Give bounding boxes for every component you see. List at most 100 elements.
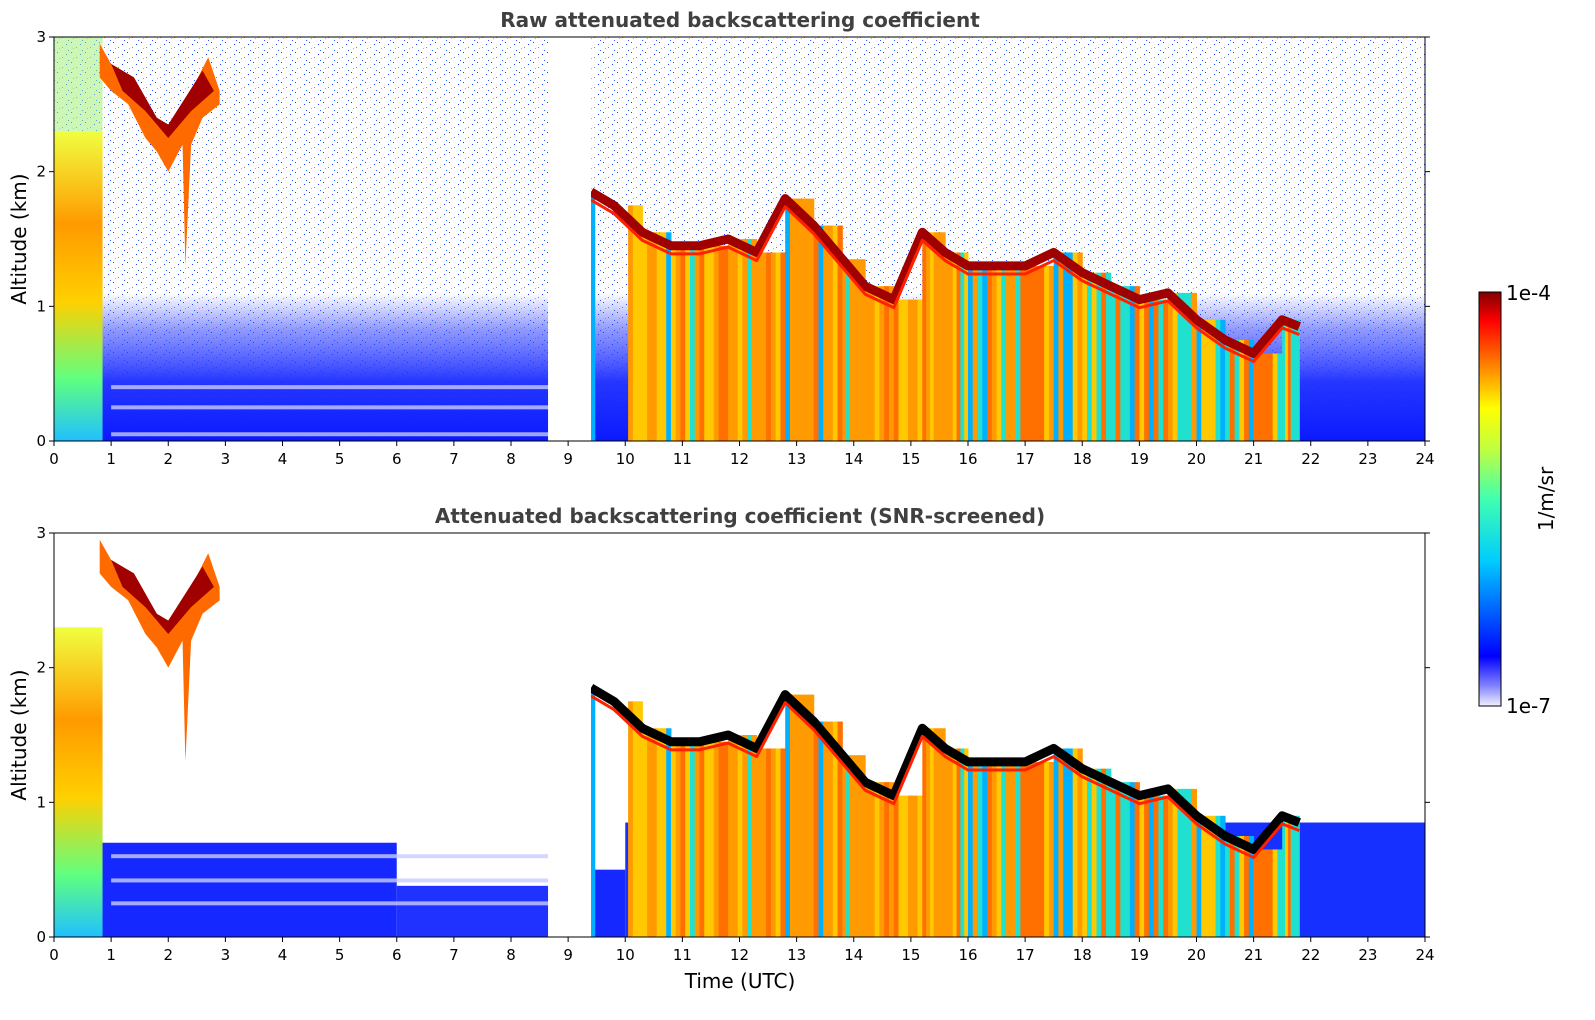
cloud-curtain <box>737 735 743 937</box>
colorbar-gradient <box>1478 291 1502 707</box>
cloud-curtain <box>1058 748 1064 937</box>
x-tick-label: 7 <box>449 946 459 964</box>
cloud-curtain <box>1091 768 1098 937</box>
cloud-curtain <box>1196 815 1202 937</box>
cloud-curtain <box>1034 761 1040 937</box>
cloud-curtain <box>1134 782 1140 937</box>
cloud-curtain <box>948 748 954 937</box>
cloud-curtain <box>1234 340 1240 441</box>
x-tick-label: 8 <box>506 450 516 468</box>
cloud-curtain <box>1158 795 1164 937</box>
cloud-curtain <box>766 748 772 937</box>
x-tick-label: 16 <box>958 946 977 964</box>
aerosol-band <box>111 405 549 410</box>
x-tick-label: 3 <box>221 450 231 468</box>
cloud-curtain <box>964 252 969 441</box>
x-tick-label: 23 <box>1358 450 1377 468</box>
cloud-curtain <box>968 761 974 937</box>
cloud-curtain <box>1225 340 1231 441</box>
x-tick-label: 22 <box>1301 946 1320 964</box>
early-cloud-top <box>54 37 103 132</box>
cloud-curtain <box>1172 292 1178 441</box>
cloud-curtain <box>742 239 748 441</box>
x-tick-label: 10 <box>616 946 635 964</box>
data-gap <box>548 533 591 937</box>
panel1-title: Raw attenuated backscattering coefficien… <box>500 8 980 32</box>
cloud-curtain <box>1163 299 1169 441</box>
cloud-curtain <box>1177 292 1183 441</box>
cloud-curtain <box>704 741 710 937</box>
cloud-curtain <box>842 755 847 937</box>
cloud-curtain <box>1153 795 1159 937</box>
cloud-curtain <box>874 286 880 441</box>
cloud-curtain <box>794 694 800 937</box>
cloud-curtain <box>799 198 805 441</box>
cloud-curtain <box>642 232 648 441</box>
x-tick-label: 22 <box>1301 450 1320 468</box>
cloud-curtain <box>1129 782 1136 937</box>
cloud-curtain <box>1258 353 1264 441</box>
cloud-curtain <box>766 252 772 441</box>
colorbar-unit-label: 1/m/sr <box>1534 466 1558 531</box>
y-tick-label: 3 <box>36 28 46 46</box>
cloud-curtain <box>1153 299 1159 441</box>
cloud-curtain <box>828 721 834 937</box>
cloud-base-edge <box>590 694 1300 860</box>
y-tick-label: 1 <box>36 297 46 315</box>
cloud-curtain <box>933 728 939 937</box>
cloud-curtain <box>789 198 796 441</box>
cloud-curtain <box>1134 286 1140 441</box>
cloud-curtain <box>912 795 919 937</box>
cloud-curtain <box>1077 748 1083 937</box>
cloud-curtain <box>1220 815 1226 937</box>
cloud-curtain <box>1282 815 1286 937</box>
cloud-curtain <box>628 205 634 441</box>
cloud-curtain <box>972 265 979 441</box>
cloud-curtain <box>799 694 805 937</box>
cloud-curtain <box>1058 252 1064 441</box>
cloud-curtain <box>1201 815 1207 937</box>
panel2-title: Attenuated backscattering coefficient (S… <box>435 504 1045 528</box>
x-tick-label: 20 <box>1187 450 1206 468</box>
cloud-base-ridge <box>588 683 1301 854</box>
panel1-xaxis: 0 1 2 3 4 5 6 7 8 9 10 11 12 13 14 15 16 17 18 19 20 21 22 23 24 <box>49 441 1435 468</box>
x-tick-label: 12 <box>730 450 749 468</box>
cloud-base-edge <box>590 198 1300 364</box>
cloud-curtain <box>874 782 880 937</box>
cloud-curtain <box>1296 815 1300 937</box>
cloud-curtain <box>912 299 919 441</box>
cloud-curtain <box>751 735 758 937</box>
cloud-curtain <box>732 735 739 937</box>
cloud-curtain <box>1082 768 1088 937</box>
cloud-curtain <box>656 232 662 441</box>
cloud-curtain <box>982 761 988 937</box>
cloud-curtain <box>1020 265 1026 441</box>
cloud-curtain <box>1044 265 1050 441</box>
cloud-curtain <box>1067 748 1074 937</box>
cloud-curtain <box>761 252 767 441</box>
cloud-curtain <box>1082 272 1088 441</box>
cloud-curtain <box>1239 836 1245 937</box>
cloud-curtain <box>666 232 672 441</box>
cloud-curtain <box>1172 788 1178 937</box>
x-tick-label: 12 <box>730 946 749 964</box>
cloud-curtain <box>1029 761 1036 937</box>
cloud-curtain <box>908 299 914 441</box>
cloud-curtain <box>737 239 743 441</box>
x-tick-label: 19 <box>1130 450 1149 468</box>
cloud-curtain <box>898 795 904 937</box>
cloud-curtain <box>1087 768 1093 937</box>
cloud-curtain <box>689 245 696 441</box>
cloud-curtain <box>1287 815 1292 937</box>
cloud-curtain <box>972 761 979 937</box>
cloud-curtain <box>1067 252 1074 441</box>
cloud-curtain <box>1039 761 1045 937</box>
cloud-curtain <box>742 735 748 937</box>
cloud-curtain <box>1010 761 1017 937</box>
cloud-curtain <box>651 728 658 937</box>
cloud-curtain <box>1025 265 1031 441</box>
x-tick-label: 8 <box>506 946 516 964</box>
cloud-curtain <box>1215 815 1221 937</box>
cloud-curtain <box>1182 788 1188 937</box>
cloud-curtain <box>1125 286 1131 441</box>
